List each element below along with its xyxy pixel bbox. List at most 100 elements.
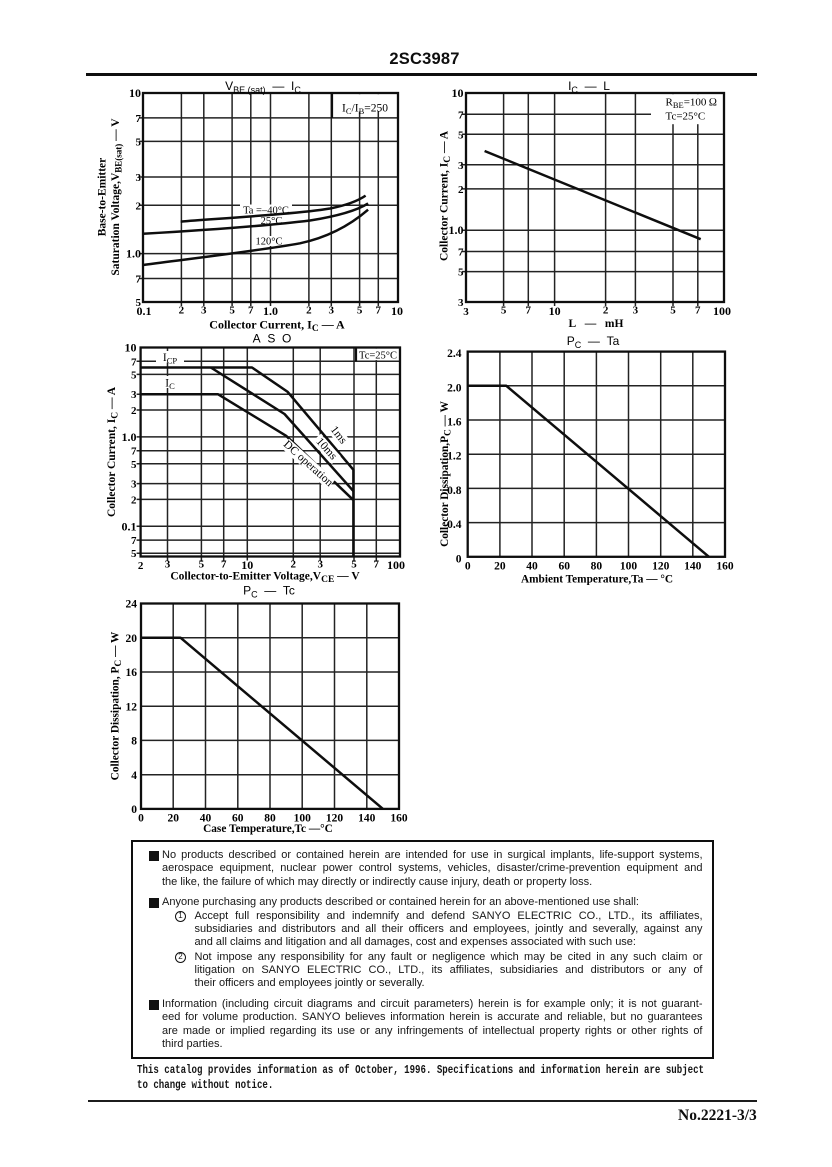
svg-text:4: 4 (131, 770, 137, 782)
svg-text:Saturation Voltage,VBE(sat) —: Saturation Voltage,VBE(sat) — V (110, 118, 124, 276)
svg-text:7: 7 (695, 305, 701, 317)
svg-text:3: 3 (329, 305, 335, 317)
svg-text:120°C: 120°C (256, 237, 283, 248)
svg-text:2: 2 (136, 200, 142, 212)
svg-text:3: 3 (131, 389, 137, 401)
svg-text:7: 7 (221, 559, 227, 571)
svg-text:10: 10 (391, 304, 403, 318)
svg-text:2: 2 (458, 184, 464, 196)
svg-text:20: 20 (494, 561, 506, 573)
svg-text:2: 2 (306, 305, 312, 317)
svg-text:24: 24 (126, 599, 138, 611)
svg-text:Case Temperature,Tc —°C: Case Temperature,Tc —°C (203, 823, 333, 835)
svg-text:1.6: 1.6 (447, 417, 462, 429)
svg-text:7: 7 (131, 356, 137, 368)
svg-text:L — mH: L — mH (569, 318, 624, 330)
svg-text:160: 160 (716, 561, 734, 573)
svg-text:1.0: 1.0 (126, 247, 141, 261)
svg-text:Collector-to-Emitter Voltage,V: Collector-to-Emitter Voltage,VCE — V (170, 571, 360, 586)
svg-text:120: 120 (652, 561, 670, 573)
svg-text:12: 12 (126, 701, 138, 713)
svg-text:2.4: 2.4 (447, 348, 462, 360)
svg-text:PC — Tc: PC — Tc (243, 584, 295, 600)
svg-text:100: 100 (387, 558, 405, 572)
svg-text:0.8: 0.8 (447, 485, 462, 497)
svg-text:5: 5 (229, 305, 235, 317)
svg-text:2.0: 2.0 (447, 382, 462, 394)
svg-text:3: 3 (463, 306, 469, 318)
svg-text:10: 10 (241, 558, 253, 572)
svg-text:100: 100 (294, 813, 312, 825)
svg-text:3: 3 (136, 172, 142, 184)
svg-text:5: 5 (131, 548, 137, 560)
svg-text:7: 7 (374, 559, 380, 571)
svg-text:5: 5 (131, 369, 137, 381)
svg-text:1.0: 1.0 (449, 223, 464, 237)
svg-text:120: 120 (326, 813, 344, 825)
svg-text:5: 5 (501, 305, 507, 317)
svg-text:2: 2 (131, 494, 137, 506)
svg-text:140: 140 (684, 561, 702, 573)
svg-text:80: 80 (591, 561, 603, 573)
svg-text:20: 20 (167, 813, 179, 825)
svg-text:1.0: 1.0 (122, 430, 137, 444)
svg-text:0.4: 0.4 (447, 519, 462, 531)
svg-text:Base-to-Emitter: Base-to-Emitter (97, 158, 109, 237)
svg-text:3: 3 (201, 305, 207, 317)
svg-text:PC — Ta: PC — Ta (567, 334, 620, 350)
svg-text:1.2: 1.2 (447, 451, 462, 463)
svg-text:0.1: 0.1 (137, 304, 152, 318)
svg-text:VBE (sat) — IC: VBE (sat) — IC (225, 79, 301, 95)
svg-text:10: 10 (129, 86, 141, 100)
svg-text:10: 10 (125, 341, 137, 355)
svg-text:7: 7 (376, 305, 382, 317)
svg-text:10: 10 (452, 86, 464, 100)
svg-text:0.1: 0.1 (122, 519, 137, 533)
svg-text:5: 5 (351, 559, 357, 571)
svg-text:3: 3 (165, 559, 171, 571)
svg-text:140: 140 (358, 813, 376, 825)
svg-text:Collector Current, IC — A: Collector Current, IC — A (439, 130, 454, 261)
svg-text:5: 5 (199, 559, 205, 571)
svg-text:5: 5 (357, 305, 363, 317)
svg-text:3: 3 (131, 479, 137, 491)
svg-text:3: 3 (317, 559, 323, 571)
svg-text:7: 7 (131, 535, 137, 547)
svg-text:5: 5 (670, 305, 676, 317)
svg-text:7: 7 (458, 247, 464, 259)
svg-text:ICP: ICP (163, 352, 178, 366)
svg-text:IC: IC (165, 378, 175, 392)
svg-text:0: 0 (465, 561, 471, 573)
svg-text:25°C: 25°C (261, 216, 283, 227)
svg-text:3: 3 (458, 160, 464, 172)
svg-text:1.0: 1.0 (263, 304, 278, 318)
svg-text:80: 80 (264, 813, 276, 825)
svg-text:Tc=25°C: Tc=25°C (666, 111, 706, 123)
svg-text:7: 7 (136, 113, 142, 125)
svg-text:2: 2 (291, 559, 297, 571)
svg-text:0: 0 (456, 553, 462, 565)
svg-text:2: 2 (138, 560, 144, 572)
svg-text:2: 2 (179, 305, 185, 317)
svg-text:Ta =–40°C: Ta =–40°C (243, 206, 289, 217)
svg-text:Collector Dissipation,PC — W: Collector Dissipation,PC — W (439, 400, 454, 546)
svg-text:Collector Current, IC — A: Collector Current, IC — A (209, 318, 345, 335)
svg-text:IC — L: IC — L (568, 79, 610, 95)
svg-text:Collector Current, IC — A: Collector Current, IC — A (106, 386, 121, 517)
svg-text:RBE=100 Ω: RBE=100 Ω (666, 97, 718, 111)
svg-text:0: 0 (138, 813, 144, 825)
svg-text:5: 5 (131, 459, 137, 471)
svg-text:60: 60 (558, 561, 570, 573)
svg-text:8: 8 (131, 736, 137, 748)
svg-text:100: 100 (620, 561, 638, 573)
svg-text:5: 5 (458, 267, 464, 279)
svg-text:3: 3 (458, 297, 464, 309)
svg-text:0: 0 (131, 804, 137, 816)
svg-text:60: 60 (232, 813, 244, 825)
svg-text:10: 10 (549, 304, 561, 318)
svg-text:7: 7 (248, 305, 254, 317)
svg-text:A S O: A S O (253, 332, 292, 346)
svg-text:20: 20 (126, 633, 138, 645)
svg-text:16: 16 (126, 667, 138, 679)
svg-text:40: 40 (526, 561, 538, 573)
